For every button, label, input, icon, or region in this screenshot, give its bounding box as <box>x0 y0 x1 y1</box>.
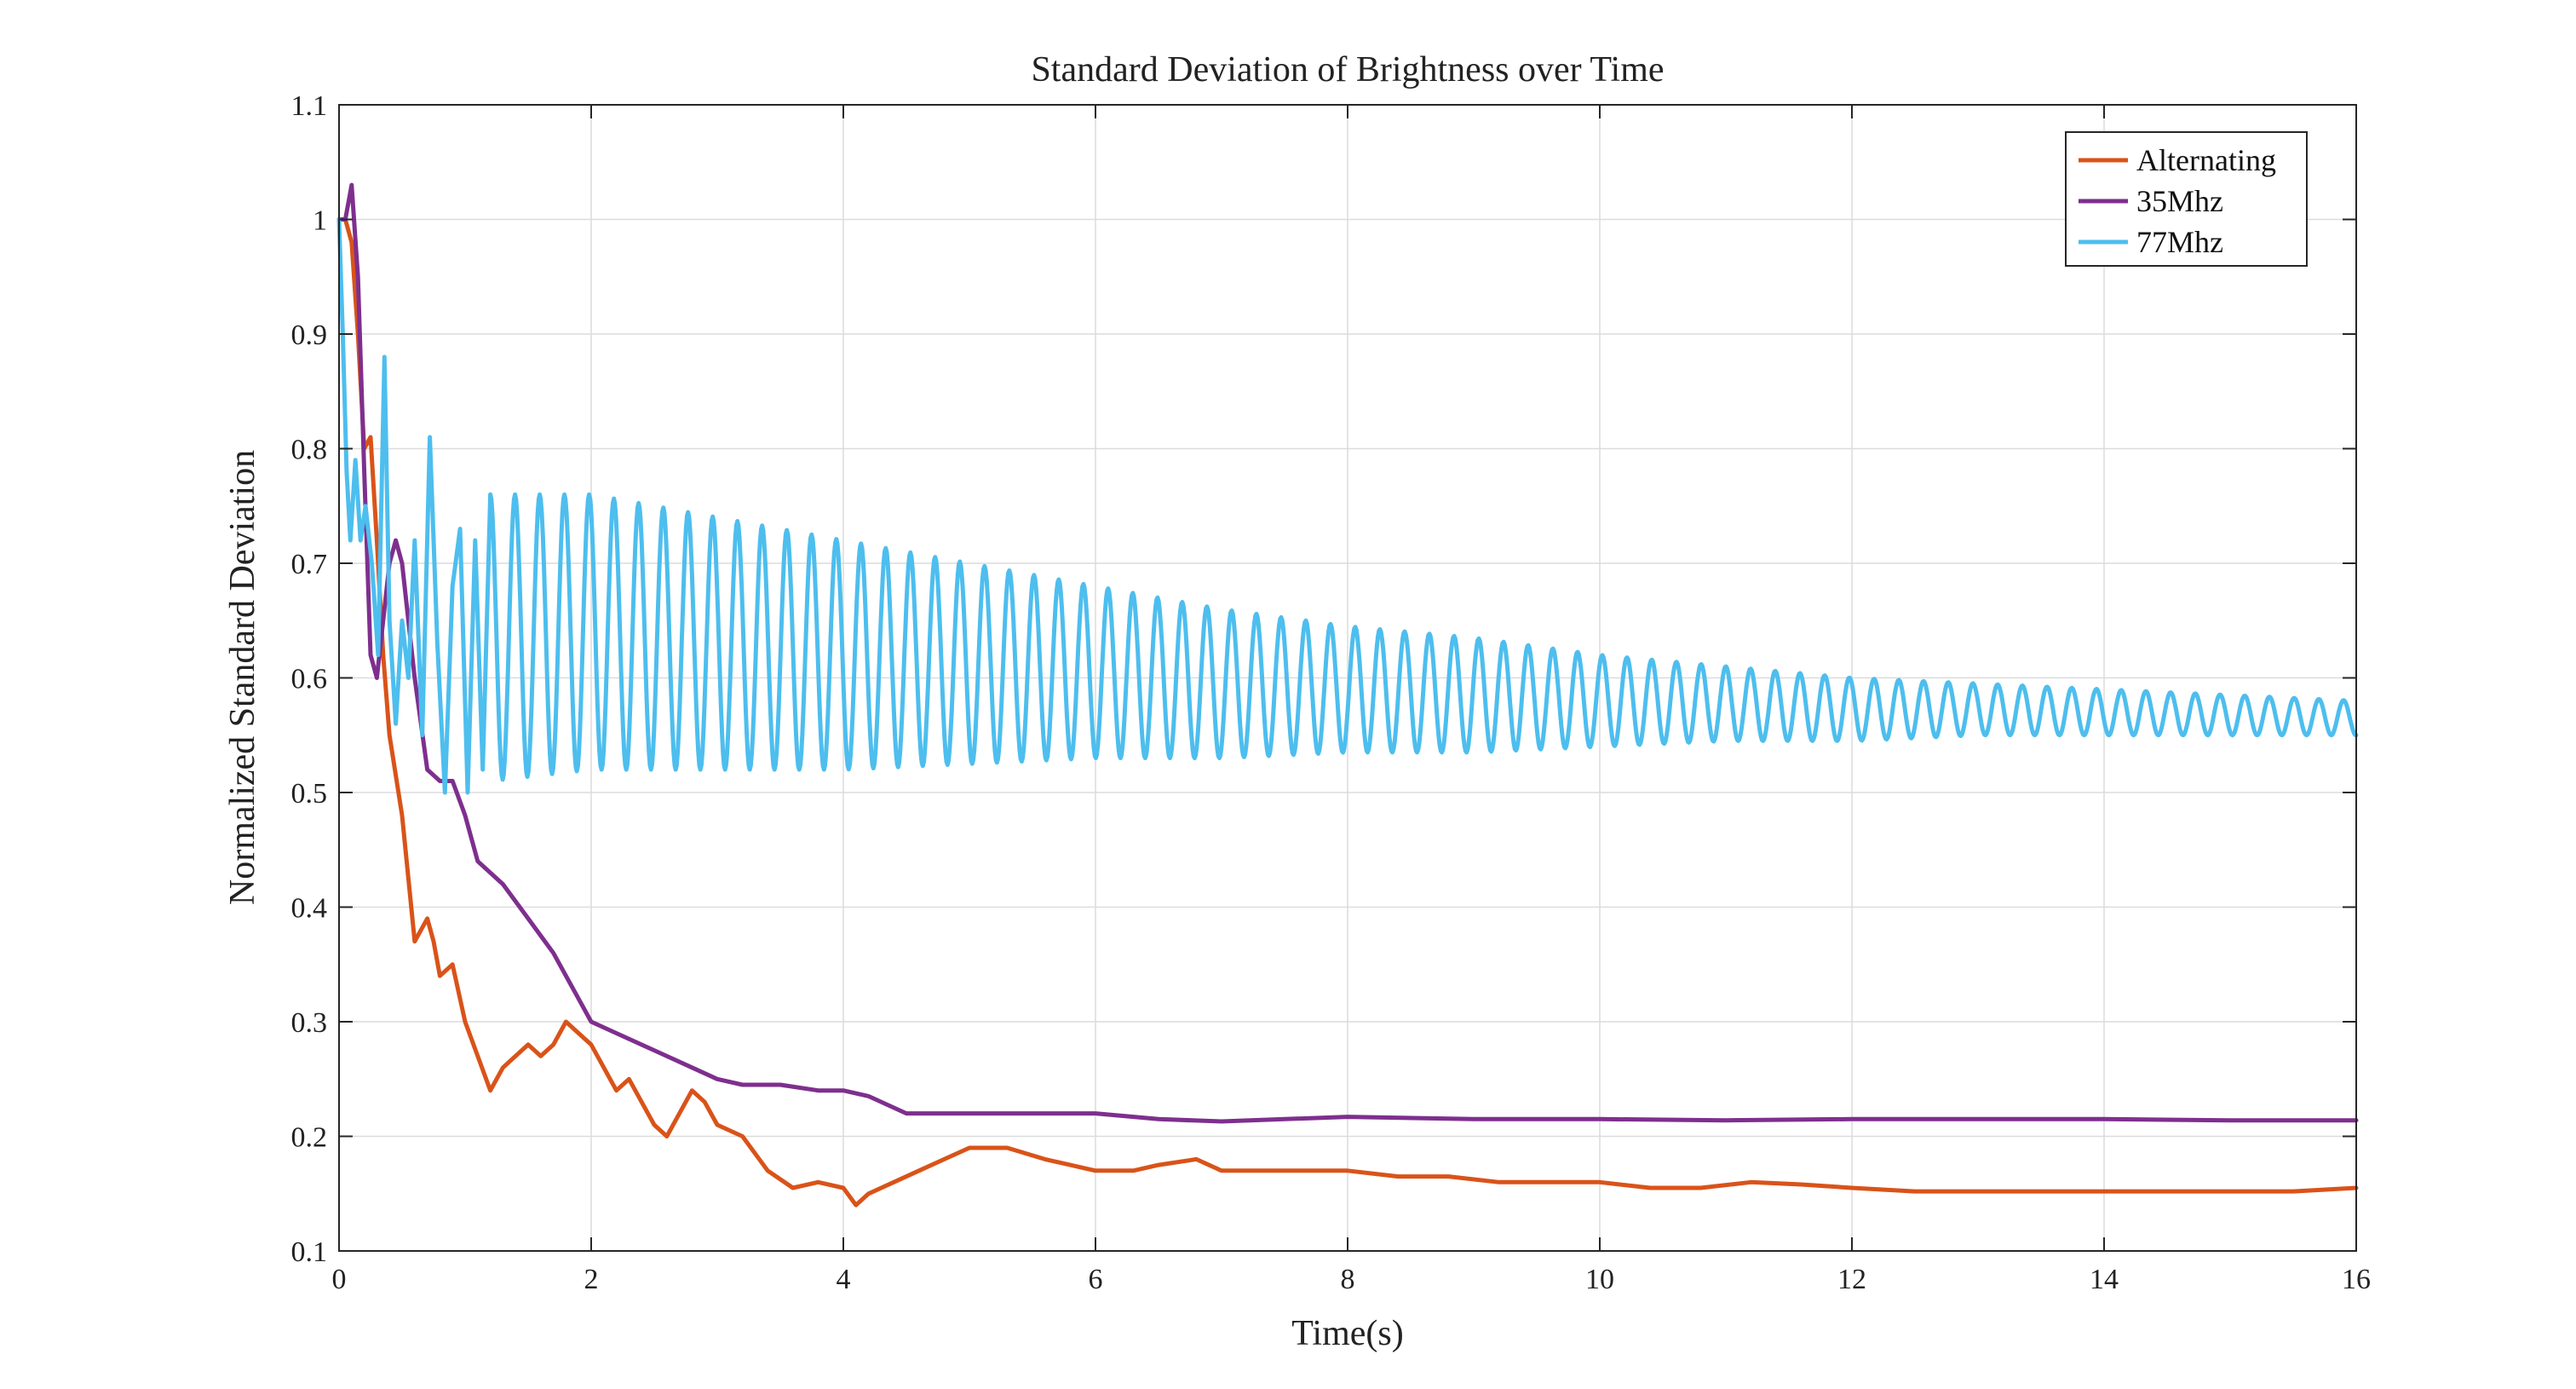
x-tick-label: 14 <box>2090 1264 2119 1295</box>
x-tick-label: 12 <box>1837 1264 1866 1295</box>
x-axis-label: Time(s) <box>1291 1314 1403 1353</box>
x-tick-label: 16 <box>2342 1264 2371 1295</box>
legend-label: Alternating <box>2136 143 2276 177</box>
y-tick-label: 1 <box>313 205 327 237</box>
chart-title: Standard Deviation of Brightness over Ti… <box>1031 50 1664 89</box>
x-tick-label: 10 <box>1585 1264 1614 1295</box>
x-tick-label: 6 <box>1089 1264 1103 1295</box>
legend-label: 77Mhz <box>2136 225 2223 259</box>
x-tick-label: 8 <box>1341 1264 1355 1295</box>
series-line-77mhz <box>336 217 2359 795</box>
y-tick-label: 0.6 <box>291 664 328 695</box>
y-axis-label: Normalized Standard Deviation <box>223 450 262 905</box>
series-layer <box>336 182 2359 1207</box>
y-tick-label: 1.1 <box>291 90 328 122</box>
x-tick-label: 0 <box>332 1264 347 1295</box>
y-tick-label: 0.9 <box>291 320 328 351</box>
x-tick-label: 4 <box>837 1264 851 1295</box>
y-tick-label: 0.1 <box>291 1236 328 1268</box>
y-tick-label: 0.2 <box>291 1122 328 1154</box>
series-line-alternating <box>336 217 2359 1207</box>
y-tick-label: 0.4 <box>291 893 328 925</box>
y-tick-label: 0.8 <box>291 435 328 466</box>
y-tick-label: 0.3 <box>291 1007 328 1039</box>
x-tick-label: 2 <box>584 1264 599 1295</box>
legend: Alternating 35Mhz 77Mhz <box>2065 131 2308 267</box>
legend-label: 35Mhz <box>2136 184 2223 218</box>
axis-ticks: 0 2 4 6 8 10 12 14 16 0.1 0.2 0.3 0.4 0.5 0.6 0.7 0.8 0.9… <box>291 90 2372 1295</box>
y-tick-label: 0.5 <box>291 778 328 810</box>
legend-items: Alternating 35Mhz 77Mhz <box>2079 143 2276 259</box>
y-tick-label: 0.7 <box>291 549 328 580</box>
